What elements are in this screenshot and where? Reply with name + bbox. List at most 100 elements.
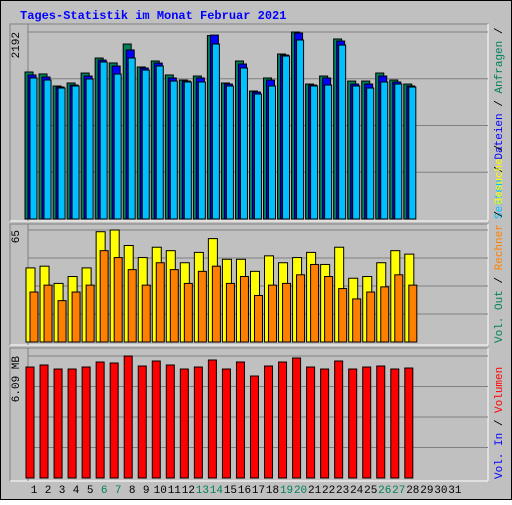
bar	[264, 365, 274, 479]
x-tick-label: 22	[322, 485, 335, 497]
bar	[95, 361, 105, 479]
bar	[282, 55, 291, 220]
x-tick-label: 17	[252, 485, 265, 497]
legend-entry: Rechner	[494, 224, 506, 270]
x-tick-label: 27	[392, 485, 405, 497]
x-tick-label: 13	[196, 485, 209, 497]
bar	[334, 360, 344, 479]
bar	[408, 284, 418, 343]
legend-entry: Volumen	[494, 367, 506, 413]
bar	[296, 39, 305, 220]
legend-entry: Anfragen	[494, 41, 506, 94]
x-tick-label: 2	[45, 485, 52, 497]
legend-entry: Besuche	[494, 158, 506, 204]
bar	[141, 69, 150, 220]
bar	[296, 274, 306, 343]
x-tick-label: 1	[31, 485, 38, 497]
bar	[239, 67, 248, 220]
x-tick-label: 12	[182, 485, 195, 497]
legend-separator: /	[494, 160, 506, 180]
bar	[155, 262, 165, 343]
bar	[338, 288, 348, 343]
legend-separator: /	[494, 94, 506, 114]
bar	[348, 368, 358, 479]
bar	[404, 367, 414, 479]
x-tick-label: 18	[266, 485, 279, 497]
bar	[380, 81, 389, 220]
x-tick-label: 3	[59, 485, 66, 497]
bar	[179, 368, 189, 479]
bar	[408, 86, 417, 220]
legend: Vol. In / Volumen	[494, 367, 506, 479]
bar	[137, 365, 147, 479]
x-tick-label: 7	[115, 485, 122, 497]
bar	[292, 357, 302, 479]
legend-separator: /	[494, 145, 506, 158]
bar	[324, 84, 333, 220]
y-tick-label: 6.09 MB	[11, 356, 23, 403]
bar	[197, 81, 206, 220]
bar	[81, 366, 91, 479]
bar	[29, 77, 38, 220]
bar	[249, 375, 259, 479]
legend: Seiten / Dateien / Anfragen /	[494, 28, 506, 219]
bar	[352, 85, 361, 220]
bar	[394, 83, 403, 220]
bar	[362, 366, 372, 479]
bar	[151, 360, 161, 479]
bar	[71, 85, 80, 220]
bar	[113, 73, 122, 220]
bar	[165, 364, 175, 479]
x-tick-label: 24	[350, 485, 364, 497]
bar	[43, 79, 52, 220]
x-tick-label: 19	[280, 485, 293, 497]
legend-entry: Vol. In	[494, 433, 506, 479]
x-tick-label: 20	[294, 485, 307, 497]
bar	[99, 61, 108, 220]
x-tick-label: 23	[336, 485, 349, 497]
bar	[380, 286, 390, 343]
bar	[39, 364, 49, 479]
x-tick-label: 11	[168, 485, 182, 497]
x-tick-label: 28	[406, 485, 419, 497]
bar	[193, 366, 203, 479]
bar	[169, 269, 179, 343]
bar	[253, 93, 262, 220]
x-tick-label: 9	[143, 485, 150, 497]
bar	[53, 368, 63, 479]
bar	[320, 368, 330, 479]
bar	[239, 276, 249, 343]
bar	[109, 362, 119, 479]
legend-separator: /	[494, 413, 506, 433]
bar	[207, 359, 217, 479]
bar	[235, 361, 245, 479]
legend-separator: /	[494, 270, 506, 290]
bar	[278, 361, 288, 479]
bar	[211, 265, 221, 343]
bar	[127, 57, 136, 220]
bar	[310, 263, 320, 343]
bar	[71, 291, 81, 343]
bar	[253, 294, 263, 343]
bar	[310, 85, 319, 220]
bar	[221, 368, 231, 479]
y-tick-label: 2192	[11, 32, 23, 58]
bar	[324, 276, 334, 343]
bar	[85, 78, 94, 220]
x-tick-label: 29	[420, 485, 433, 497]
bar	[183, 282, 193, 343]
bar	[85, 284, 95, 343]
bar	[127, 269, 137, 343]
legend-entry: Seiten	[494, 179, 506, 219]
legend: Vol. Out / Rechner / Besuche /	[494, 145, 506, 343]
bar	[282, 282, 292, 343]
bar	[366, 87, 375, 220]
x-tick-label: 31	[448, 485, 462, 497]
x-tick-label: 15	[224, 485, 237, 497]
x-tick-label: 16	[238, 485, 251, 497]
bar	[183, 81, 192, 220]
x-tick-label: 8	[129, 485, 136, 497]
bar	[366, 291, 376, 343]
